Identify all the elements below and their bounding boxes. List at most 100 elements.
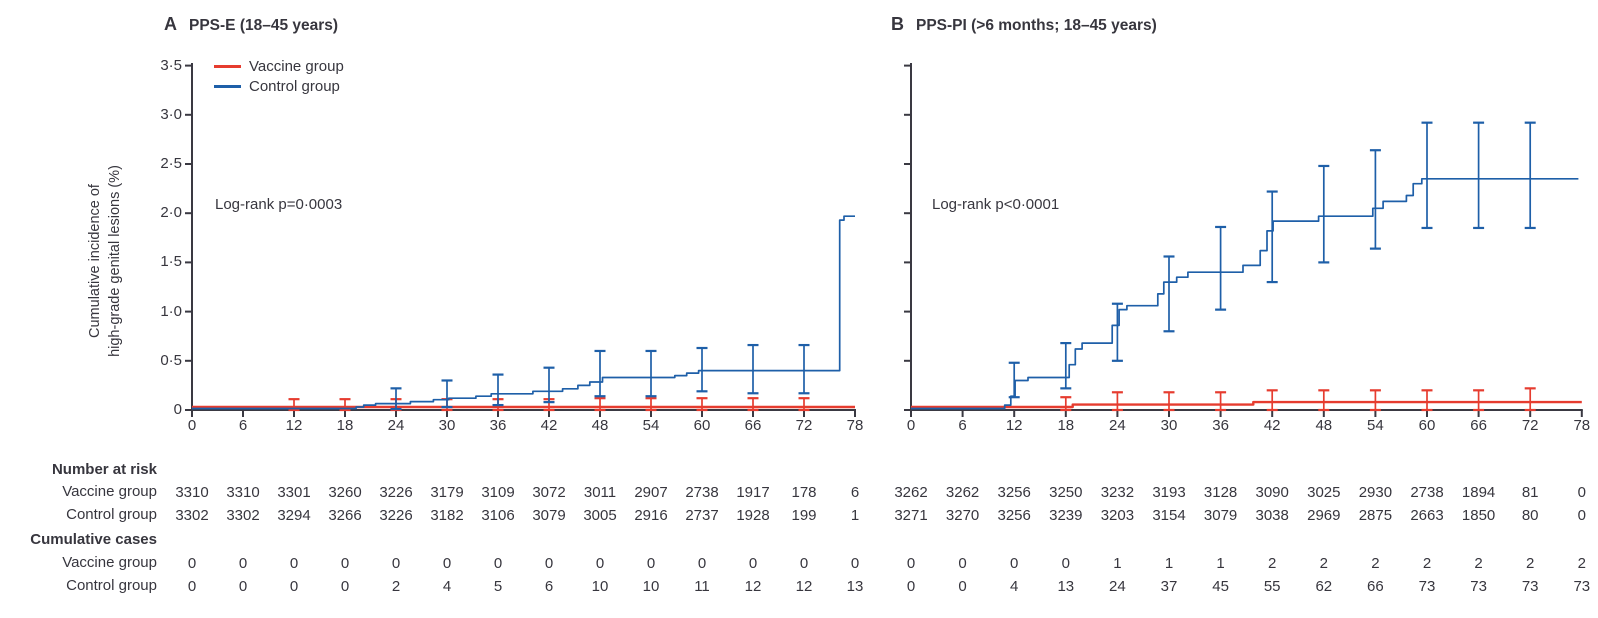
x-tick-label: 72 xyxy=(795,417,813,434)
cases-vaccine-value: 2 xyxy=(1526,555,1535,572)
risk-vaccine-value: 3179 xyxy=(430,484,464,501)
cases-vaccine-value: 2 xyxy=(1577,555,1586,572)
cases-control-value: 73 xyxy=(1418,578,1436,595)
cases-control-value: 55 xyxy=(1263,578,1281,595)
x-tick-label: 48 xyxy=(1315,417,1333,434)
cases-vaccine-value: 2 xyxy=(1371,555,1380,572)
risk-vaccine-value: 3193 xyxy=(1152,484,1186,501)
risk-vaccine-value: 178 xyxy=(791,484,817,501)
vaccine-curve-B xyxy=(911,400,1582,409)
cases-control-row-label: Control group xyxy=(66,577,157,594)
x-tick-label: 54 xyxy=(1367,417,1384,434)
risk-control-value: 3182 xyxy=(430,507,464,524)
x-tick-label: 36 xyxy=(1212,417,1229,434)
risk-control-value: 0 xyxy=(1577,507,1586,524)
panel-a-letter: A xyxy=(164,14,177,34)
cases-control-value: 2 xyxy=(391,578,401,595)
cases-control-value: 13 xyxy=(846,578,864,595)
cases-control-value: 73 xyxy=(1521,578,1539,595)
y-tick-label: 2·5 xyxy=(160,155,182,172)
risk-vaccine-value: 1917 xyxy=(736,484,770,501)
cases-control-value: 10 xyxy=(642,578,660,595)
cases-control-value: 0 xyxy=(958,578,967,595)
panel-a-header: A PPS-E (18–45 years) xyxy=(164,14,338,35)
risk-control-value: 80 xyxy=(1521,507,1539,524)
cases-control-value: 12 xyxy=(795,578,813,595)
control-curve-A xyxy=(192,215,855,410)
y-tick-label: 2·0 xyxy=(160,204,182,222)
risk-control-value: 1850 xyxy=(1461,507,1496,524)
risk-control-value: 3079 xyxy=(1203,507,1238,524)
x-tick-label: 18 xyxy=(336,417,354,434)
risk-control-value: 1 xyxy=(850,507,860,524)
y-tick-label: 0·5 xyxy=(160,351,182,369)
cases-control-value: 0 xyxy=(340,578,350,595)
cases-vaccine-value: 0 xyxy=(958,555,967,572)
x-tick-label: 66 xyxy=(744,417,762,434)
legend-swatch-control-icon xyxy=(214,84,241,88)
x-tick-label: 12 xyxy=(1005,417,1023,434)
risk-vaccine-value: 3310 xyxy=(175,484,209,501)
risk-vaccine-value: 3301 xyxy=(277,484,311,501)
risk-control-value: 3256 xyxy=(997,507,1031,524)
cases-control-value: 0 xyxy=(906,578,916,595)
cases-vaccine-row-label: Vaccine group xyxy=(62,554,157,571)
cases-vaccine-value: 0 xyxy=(799,555,809,572)
cases-vaccine-value: 2 xyxy=(1268,555,1277,572)
x-tick-label: 30 xyxy=(438,417,456,434)
y-tick-label: 3·0 xyxy=(160,105,182,123)
x-tick-label: 48 xyxy=(591,417,609,434)
risk-control-value: 3302 xyxy=(175,507,209,524)
x-tick-label: 12 xyxy=(285,417,303,434)
cases-control-value: 73 xyxy=(1470,578,1487,595)
x-tick-label: 18 xyxy=(1057,417,1075,434)
logrank-annotation-a: Log-rank p=0·0003 xyxy=(215,196,343,213)
risk-vaccine-value: 3109 xyxy=(481,484,515,501)
x-tick-label: 6 xyxy=(238,417,248,434)
risk-control-value: 1928 xyxy=(736,507,770,524)
cases-control-value: 4 xyxy=(1010,578,1019,595)
risk-control-value: 3005 xyxy=(583,507,617,524)
x-tick-label: 78 xyxy=(1573,417,1591,434)
cases-control-value: 13 xyxy=(1057,578,1075,595)
y-axis-label-line1: Cumulative incidence of xyxy=(87,184,103,338)
panel-b-letter: B xyxy=(891,14,904,34)
cases-vaccine-value: 0 xyxy=(493,555,503,572)
cases-vaccine-value: 0 xyxy=(340,555,350,572)
cases-control-value: 12 xyxy=(744,578,762,595)
cases-control-value: 0 xyxy=(238,578,248,595)
risk-vaccine-value: 81 xyxy=(1521,484,1539,501)
y-tick-label: 1·0 xyxy=(160,302,182,320)
cases-vaccine-value: 2 xyxy=(1474,555,1483,572)
risk-control-value: 2969 xyxy=(1307,507,1341,524)
risk-control-row-label: Control group xyxy=(66,506,157,523)
cases-control-value: 45 xyxy=(1212,578,1229,595)
y-tick-label: 0 xyxy=(173,401,182,418)
cases-control-value: 62 xyxy=(1315,578,1333,595)
risk-vaccine-value: 2907 xyxy=(634,484,668,501)
panel-b-header: B PPS-PI (>6 months; 18–45 years) xyxy=(891,14,1157,35)
panel-b-title: PPS-PI (>6 months; 18–45 years) xyxy=(916,17,1157,34)
risk-vaccine-row-label: Vaccine group xyxy=(62,483,157,500)
risk-vaccine-value: 3011 xyxy=(583,484,617,501)
cases-control-value: 10 xyxy=(591,578,609,595)
risk-control-value: 2663 xyxy=(1410,507,1444,524)
risk-control-value: 2875 xyxy=(1358,507,1393,524)
cases-vaccine-value: 2 xyxy=(1319,555,1328,572)
x-tick-label: 24 xyxy=(1109,417,1126,434)
risk-control-value: 3226 xyxy=(379,507,413,524)
x-tick-label: 42 xyxy=(540,417,558,434)
cases-control-value: 0 xyxy=(289,578,299,595)
y-tick-label: 1·5 xyxy=(160,253,182,271)
cases-vaccine-value: 0 xyxy=(391,555,401,572)
cases-vaccine-value: 0 xyxy=(748,555,758,572)
risk-control-value: 3294 xyxy=(277,507,311,524)
risk-vaccine-value: 6 xyxy=(850,484,860,501)
legend: Vaccine group Control group xyxy=(214,56,344,96)
risk-control-value: 3106 xyxy=(481,507,515,524)
x-tick-label: 42 xyxy=(1263,417,1281,434)
cases-vaccine-value: 0 xyxy=(187,555,197,572)
cases-control-value: 66 xyxy=(1367,578,1384,595)
cumulative-cases-header: Cumulative cases xyxy=(30,531,157,548)
panel-a-title: PPS-E (18–45 years) xyxy=(189,17,339,34)
